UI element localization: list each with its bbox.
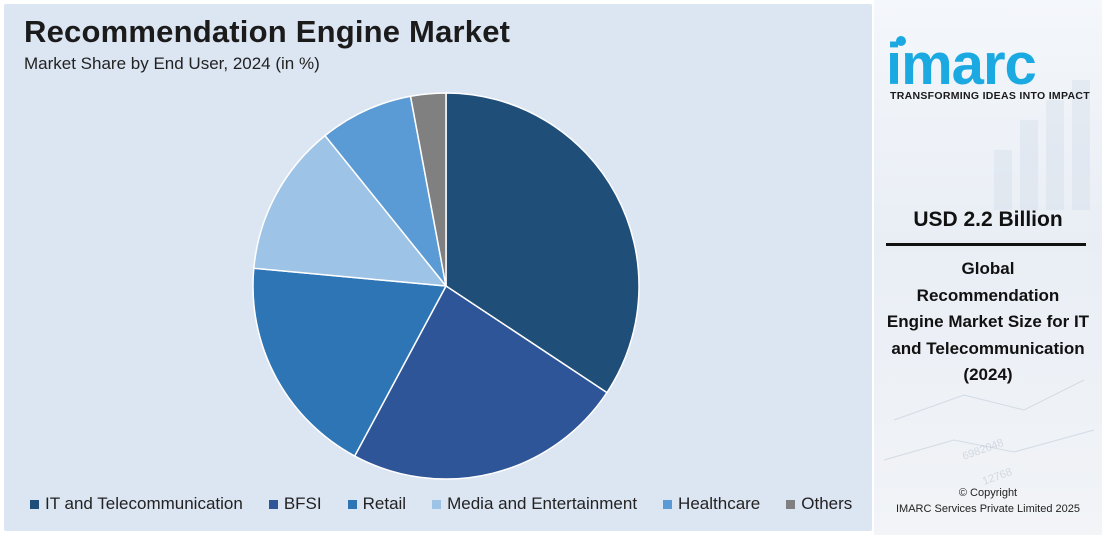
- chart-subtitle: Market Share by End User, 2024 (in %): [24, 54, 320, 73]
- legend-item: BFSI: [268, 494, 322, 514]
- pie-chart: [252, 92, 640, 480]
- legend-label: Media and Entertainment: [447, 494, 638, 513]
- legend-item: IT and Telecommunication: [30, 494, 243, 514]
- logo-wordmark: imarc: [886, 34, 1036, 90]
- copyright-line: © Copyright: [958, 487, 1018, 499]
- background-graphic: 6982048 12768: [883, 80, 1095, 488]
- imarc-logo: imarc: [886, 34, 1037, 90]
- pie-slice-retail: [252, 267, 448, 458]
- chart-legend: IT and Telecommunication BFSI Retail Media …: [30, 494, 852, 514]
- desc-line: (2024): [963, 365, 1013, 384]
- desc-line: and Telecommunication: [891, 338, 1085, 358]
- copyright-line: IMARC Services Private Limited 2025: [895, 503, 1080, 515]
- legend-item: Media and Entertainment: [432, 494, 637, 514]
- logo-tagline: TRANSFORMING IDEAS INTO IMPACT: [890, 90, 1090, 102]
- legend-label: BFSI: [283, 494, 322, 513]
- desc-line: Recommendation: [916, 285, 1060, 305]
- legend-item: Retail: [347, 494, 407, 514]
- legend-label: Retail: [362, 494, 407, 513]
- legend-item: Healthcare: [663, 494, 760, 514]
- legend-label: IT and Telecommunication: [45, 494, 243, 513]
- desc-line: Global: [961, 259, 1015, 278]
- pie-slice-bfsi: [353, 284, 608, 480]
- legend-label: Healthcare: [678, 494, 761, 513]
- legend-swatch: [663, 499, 673, 509]
- divider: [886, 243, 1086, 246]
- copyright: © Copyright IMARC Services Private Limit…: [874, 485, 1102, 517]
- legend-swatch: [268, 499, 278, 509]
- info-sidebar: 6982048 12768 imarc TRANSFORMING IDEAS I…: [874, 0, 1102, 535]
- legend-swatch: [432, 499, 442, 509]
- legend-label: Others: [801, 494, 853, 513]
- legend-item: Others: [786, 494, 852, 514]
- chart-title: Recommendation Engine Market: [24, 14, 511, 49]
- market-description: Global Recommendation Engine Market Size…: [874, 256, 1102, 389]
- svg-text:6982048: 6982048: [961, 437, 1005, 463]
- legend-swatch: [347, 499, 357, 509]
- market-value: USD 2.2 Billion: [913, 208, 1063, 231]
- legend-swatch: [786, 499, 796, 509]
- desc-line: Engine Market Size for IT: [886, 312, 1090, 331]
- legend-swatch: [30, 499, 39, 509]
- pie-slice-healthcare: [323, 95, 447, 287]
- pie-slice-others: [409, 92, 447, 287]
- pie-slice-media-and-entertainment: [253, 134, 448, 287]
- chart-panel: Recommendation Engine Market Market Shar…: [4, 4, 872, 531]
